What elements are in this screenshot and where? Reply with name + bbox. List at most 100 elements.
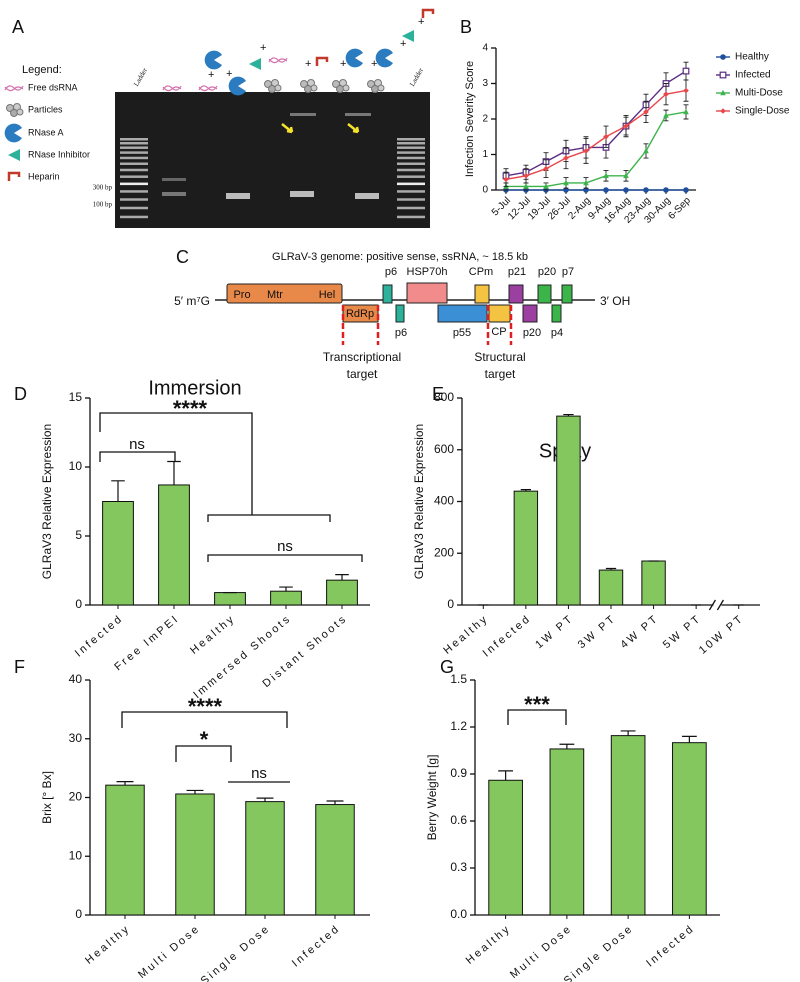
x-tick-label: Healthy [464, 922, 514, 966]
panel-label: B [460, 17, 472, 37]
bar [641, 560, 666, 606]
gene-label: Mtr [267, 289, 283, 301]
legend-marker [720, 54, 726, 60]
error-bar [335, 574, 349, 581]
bar [158, 484, 190, 606]
legend-label: Infected [735, 70, 771, 81]
y-axis-label: GLRaV3 Relative Expression [40, 424, 54, 579]
error-bar [116, 781, 134, 786]
legend-label: Healthy [735, 52, 769, 63]
y-tick-label: 10 [69, 459, 83, 473]
icon [300, 79, 318, 93]
ladder-band [397, 215, 425, 219]
significance-label: ns [129, 436, 145, 453]
legend-marker [720, 89, 726, 96]
significance-bracket [507, 709, 567, 725]
legend-icon [4, 85, 24, 92]
target-label: target [347, 367, 378, 381]
ladder-band [120, 138, 148, 141]
gene-label: p7 [562, 266, 574, 278]
gene-label: p55 [453, 327, 471, 339]
y-tick-label: 0.0 [450, 907, 467, 921]
plus: + [208, 69, 214, 81]
legend-label: Heparin [28, 171, 60, 181]
marker [603, 172, 609, 179]
bar [598, 569, 624, 606]
significance-label: **** [188, 694, 223, 719]
plus: + [371, 58, 377, 70]
ladder-band [120, 215, 148, 219]
icon [315, 56, 329, 68]
x-tick-label: 10W PT [697, 612, 747, 656]
gel-bands [162, 113, 379, 199]
marker [683, 108, 689, 115]
ladder-band [120, 198, 148, 201]
y-tick-label: 0 [447, 597, 454, 611]
legend-label: RNase Inhibitor [28, 149, 90, 159]
gene-label: p6 [385, 266, 397, 278]
y-axis-label: Infection Severity Score [464, 61, 476, 177]
plus: + [418, 16, 424, 28]
y-tick-label: 1.5 [450, 672, 467, 686]
gene-label: Hel [319, 289, 336, 301]
bar [245, 801, 285, 916]
y-tick-label: 3 [482, 78, 488, 89]
icon [375, 48, 393, 68]
significance-bracket [99, 412, 331, 522]
marker [683, 87, 689, 94]
y-tick-label: 1 [482, 149, 488, 160]
plus: + [305, 58, 311, 70]
icon [332, 79, 350, 93]
marker [583, 179, 589, 186]
size-label: 300 bp [93, 184, 113, 192]
marker [623, 187, 629, 193]
y-axis-label: Berry Weight [g] [425, 755, 439, 841]
icon [264, 79, 282, 93]
target-line [341, 305, 513, 345]
marker [683, 187, 689, 193]
ladder-band [397, 146, 425, 149]
orf [551, 304, 562, 323]
panel-label: F [14, 657, 25, 677]
ladder-band [397, 206, 425, 210]
series-line [505, 70, 687, 177]
significance-label: ns [251, 765, 267, 782]
target-label: target [485, 367, 516, 381]
icon [249, 58, 261, 70]
icon [421, 8, 435, 20]
orf [395, 304, 405, 323]
gene-label: CPm [469, 266, 493, 278]
ladder-band [120, 168, 148, 172]
bar [315, 804, 355, 916]
y-tick-label: 800 [434, 390, 454, 404]
y-axis-label: GLRaV3 Relative Expression [412, 424, 426, 579]
marker [623, 123, 629, 129]
y-tick-label: 0.6 [450, 813, 467, 827]
error-bar [563, 413, 574, 417]
significance-label: * [200, 727, 209, 752]
icon [198, 85, 218, 92]
significance-bracket [207, 554, 363, 562]
error-bar [605, 567, 617, 571]
legend-icon [8, 149, 20, 161]
y-tick-label: 200 [434, 545, 454, 559]
error-bar [186, 789, 204, 794]
marker [663, 112, 669, 118]
gel-image [115, 92, 430, 228]
target-label: Structural [474, 350, 525, 364]
significance-bracket [175, 745, 232, 762]
y-tick-label: 2 [482, 114, 488, 125]
bar [556, 415, 581, 606]
plus: + [226, 68, 232, 80]
legend-label: Single-Dose [735, 106, 790, 117]
marker [603, 187, 609, 193]
error-bar [498, 770, 514, 781]
plus: + [400, 38, 406, 50]
ladder-band [397, 151, 425, 154]
ladder-band [120, 162, 148, 165]
bar [105, 784, 145, 916]
ladder-band [120, 151, 148, 154]
orf [561, 284, 573, 304]
icon [204, 50, 222, 70]
x-tick-label: 3W PT [576, 612, 619, 651]
